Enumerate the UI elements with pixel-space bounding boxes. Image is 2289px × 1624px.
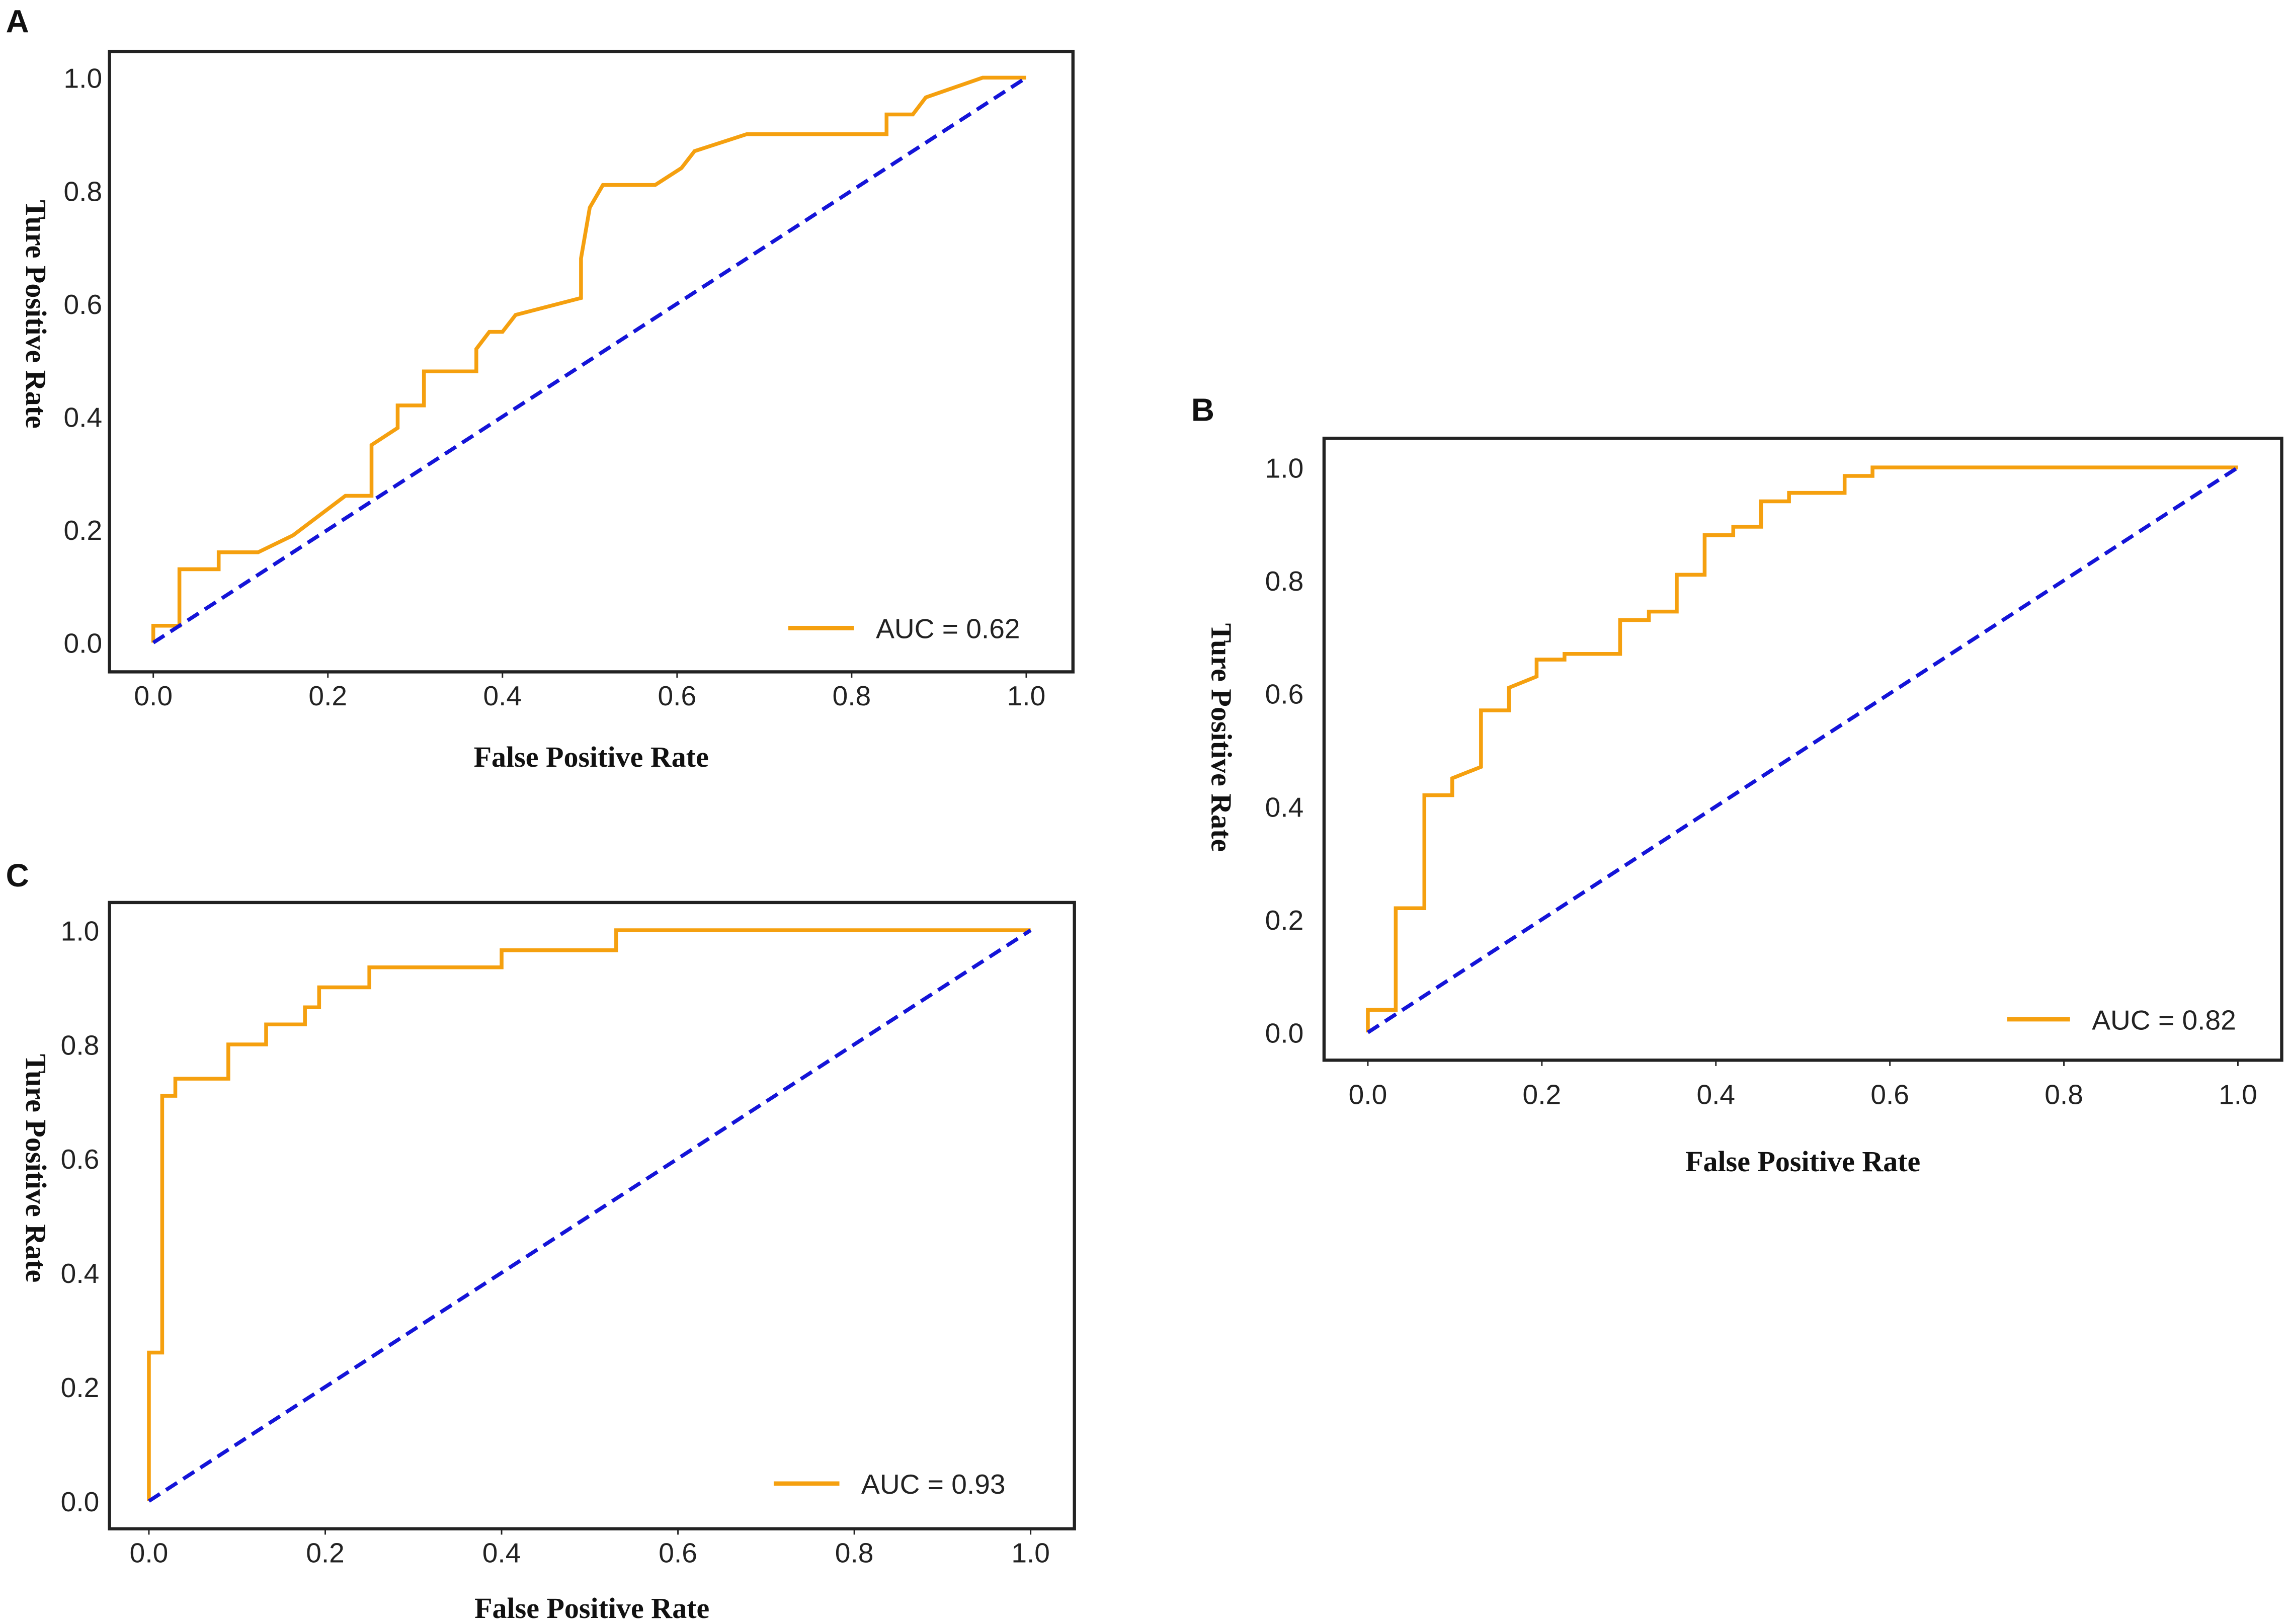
y-axis-label: Ture Positive Rate bbox=[20, 1054, 52, 1282]
panel-a: A 0.0 0.2 0.4 0.6 0.8 1.0 0.0 0.2 0.4 0.6 0.8 1.0 Fal… bbox=[6, 3, 1075, 773]
x-axis-label: False Positive Rate bbox=[474, 1592, 709, 1624]
x-tick-label: 0.4 bbox=[482, 1537, 521, 1569]
x-tick-label: 0.6 bbox=[1870, 1079, 1909, 1110]
y-tick-label: 0.0 bbox=[63, 628, 102, 659]
y-tick-label: 1.0 bbox=[1265, 452, 1304, 483]
y-tick-label: 0.4 bbox=[61, 1258, 100, 1289]
y-tick-label: 0.6 bbox=[1265, 679, 1304, 710]
y-tick-label: 0.8 bbox=[61, 1029, 100, 1061]
x-tick-label: 0.8 bbox=[2045, 1079, 2083, 1110]
roc-curve-line bbox=[151, 75, 1026, 643]
y-tick-label: 0.0 bbox=[61, 1486, 100, 1517]
panel-c: C 0.0 0.2 0.4 0.6 0.8 1.0 0.0 0.2 0.4 0.6 0.8 1.0 Fal… bbox=[6, 857, 1076, 1624]
x-tick-label: 0.6 bbox=[658, 680, 697, 711]
legend-label: AUC = 0.82 bbox=[2092, 1004, 2236, 1035]
y-tick-label: 0.8 bbox=[1265, 565, 1304, 597]
chance-diagonal-line bbox=[1366, 466, 2239, 1034]
roc-curve-line bbox=[1366, 465, 2238, 1033]
y-axis-label: Ture Positive Rate bbox=[1205, 623, 1238, 852]
x-tick-label: 0.4 bbox=[1696, 1079, 1735, 1110]
x-tick-label: 0.8 bbox=[833, 680, 871, 711]
y-tick-label: 0.6 bbox=[63, 289, 102, 320]
y-tick-label: 0.4 bbox=[63, 402, 102, 433]
panel-label: B bbox=[1191, 391, 1214, 428]
legend-label: AUC = 0.93 bbox=[861, 1469, 1006, 1500]
x-tick-label: 0.0 bbox=[134, 680, 173, 711]
legend-label: AUC = 0.62 bbox=[876, 613, 1020, 644]
x-tick-label: 0.0 bbox=[1349, 1079, 1387, 1110]
x-axis-label: False Positive Rate bbox=[474, 741, 709, 773]
x-tick-label: 1.0 bbox=[1011, 1537, 1050, 1569]
panel-b: B 0.0 0.2 0.4 0.6 0.8 1.0 0.0 0.2 0.4 0.6 0.8 1.0 Fal… bbox=[1191, 391, 2283, 1178]
y-tick-label: 0.4 bbox=[1265, 791, 1304, 823]
x-tick-label: 0.6 bbox=[659, 1537, 697, 1569]
panel-label: A bbox=[6, 3, 29, 39]
roc-curve-line bbox=[147, 928, 1031, 1501]
x-tick-label: 1.0 bbox=[2219, 1079, 2257, 1110]
chance-diagonal-line bbox=[152, 76, 1028, 644]
plot-frame bbox=[108, 49, 1075, 674]
x-tick-label: 0.8 bbox=[835, 1537, 874, 1569]
x-tick-label: 0.0 bbox=[130, 1537, 169, 1569]
x-tick-label: 1.0 bbox=[1007, 680, 1046, 711]
x-axis-label: False Positive Rate bbox=[1685, 1145, 1920, 1178]
x-tick-label: 0.2 bbox=[308, 680, 347, 711]
y-tick-label: 0.0 bbox=[1265, 1017, 1304, 1048]
y-tick-label: 0.6 bbox=[61, 1144, 100, 1175]
y-tick-label: 0.2 bbox=[63, 515, 102, 546]
x-tick-label: 0.2 bbox=[306, 1537, 345, 1569]
chance-diagonal-line bbox=[147, 928, 1032, 1503]
y-axis-label: Ture Positive Rate bbox=[20, 200, 52, 428]
y-tick-label: 0.8 bbox=[63, 176, 102, 207]
y-tick-label: 1.0 bbox=[63, 63, 102, 94]
x-tick-label: 0.4 bbox=[483, 680, 522, 711]
panel-label: C bbox=[6, 857, 29, 894]
y-tick-label: 0.2 bbox=[61, 1372, 100, 1403]
y-tick-label: 1.0 bbox=[61, 915, 100, 946]
x-tick-label: 0.2 bbox=[1523, 1079, 1562, 1110]
y-tick-label: 0.2 bbox=[1265, 905, 1304, 936]
